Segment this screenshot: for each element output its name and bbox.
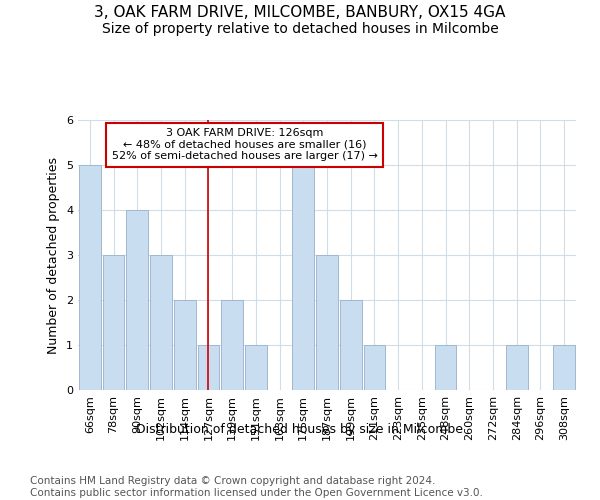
Bar <box>150 255 172 390</box>
Bar <box>553 345 575 390</box>
Text: Size of property relative to detached houses in Milcombe: Size of property relative to detached ho… <box>101 22 499 36</box>
Bar <box>340 300 362 390</box>
Bar <box>103 255 124 390</box>
Bar <box>245 345 267 390</box>
Text: 3, OAK FARM DRIVE, MILCOMBE, BANBURY, OX15 4GA: 3, OAK FARM DRIVE, MILCOMBE, BANBURY, OX… <box>94 5 506 20</box>
Text: 3 OAK FARM DRIVE: 126sqm
← 48% of detached houses are smaller (16)
52% of semi-d: 3 OAK FARM DRIVE: 126sqm ← 48% of detach… <box>112 128 378 162</box>
Bar <box>221 300 243 390</box>
Bar <box>434 345 457 390</box>
Bar <box>174 300 196 390</box>
Text: Distribution of detached houses by size in Milcombe: Distribution of detached houses by size … <box>137 422 464 436</box>
Bar <box>197 345 220 390</box>
Bar <box>316 255 338 390</box>
Bar <box>506 345 527 390</box>
Text: Contains HM Land Registry data © Crown copyright and database right 2024.
Contai: Contains HM Land Registry data © Crown c… <box>30 476 483 498</box>
Bar <box>127 210 148 390</box>
Bar <box>79 165 101 390</box>
Bar <box>292 165 314 390</box>
Y-axis label: Number of detached properties: Number of detached properties <box>47 156 61 354</box>
Bar <box>364 345 385 390</box>
